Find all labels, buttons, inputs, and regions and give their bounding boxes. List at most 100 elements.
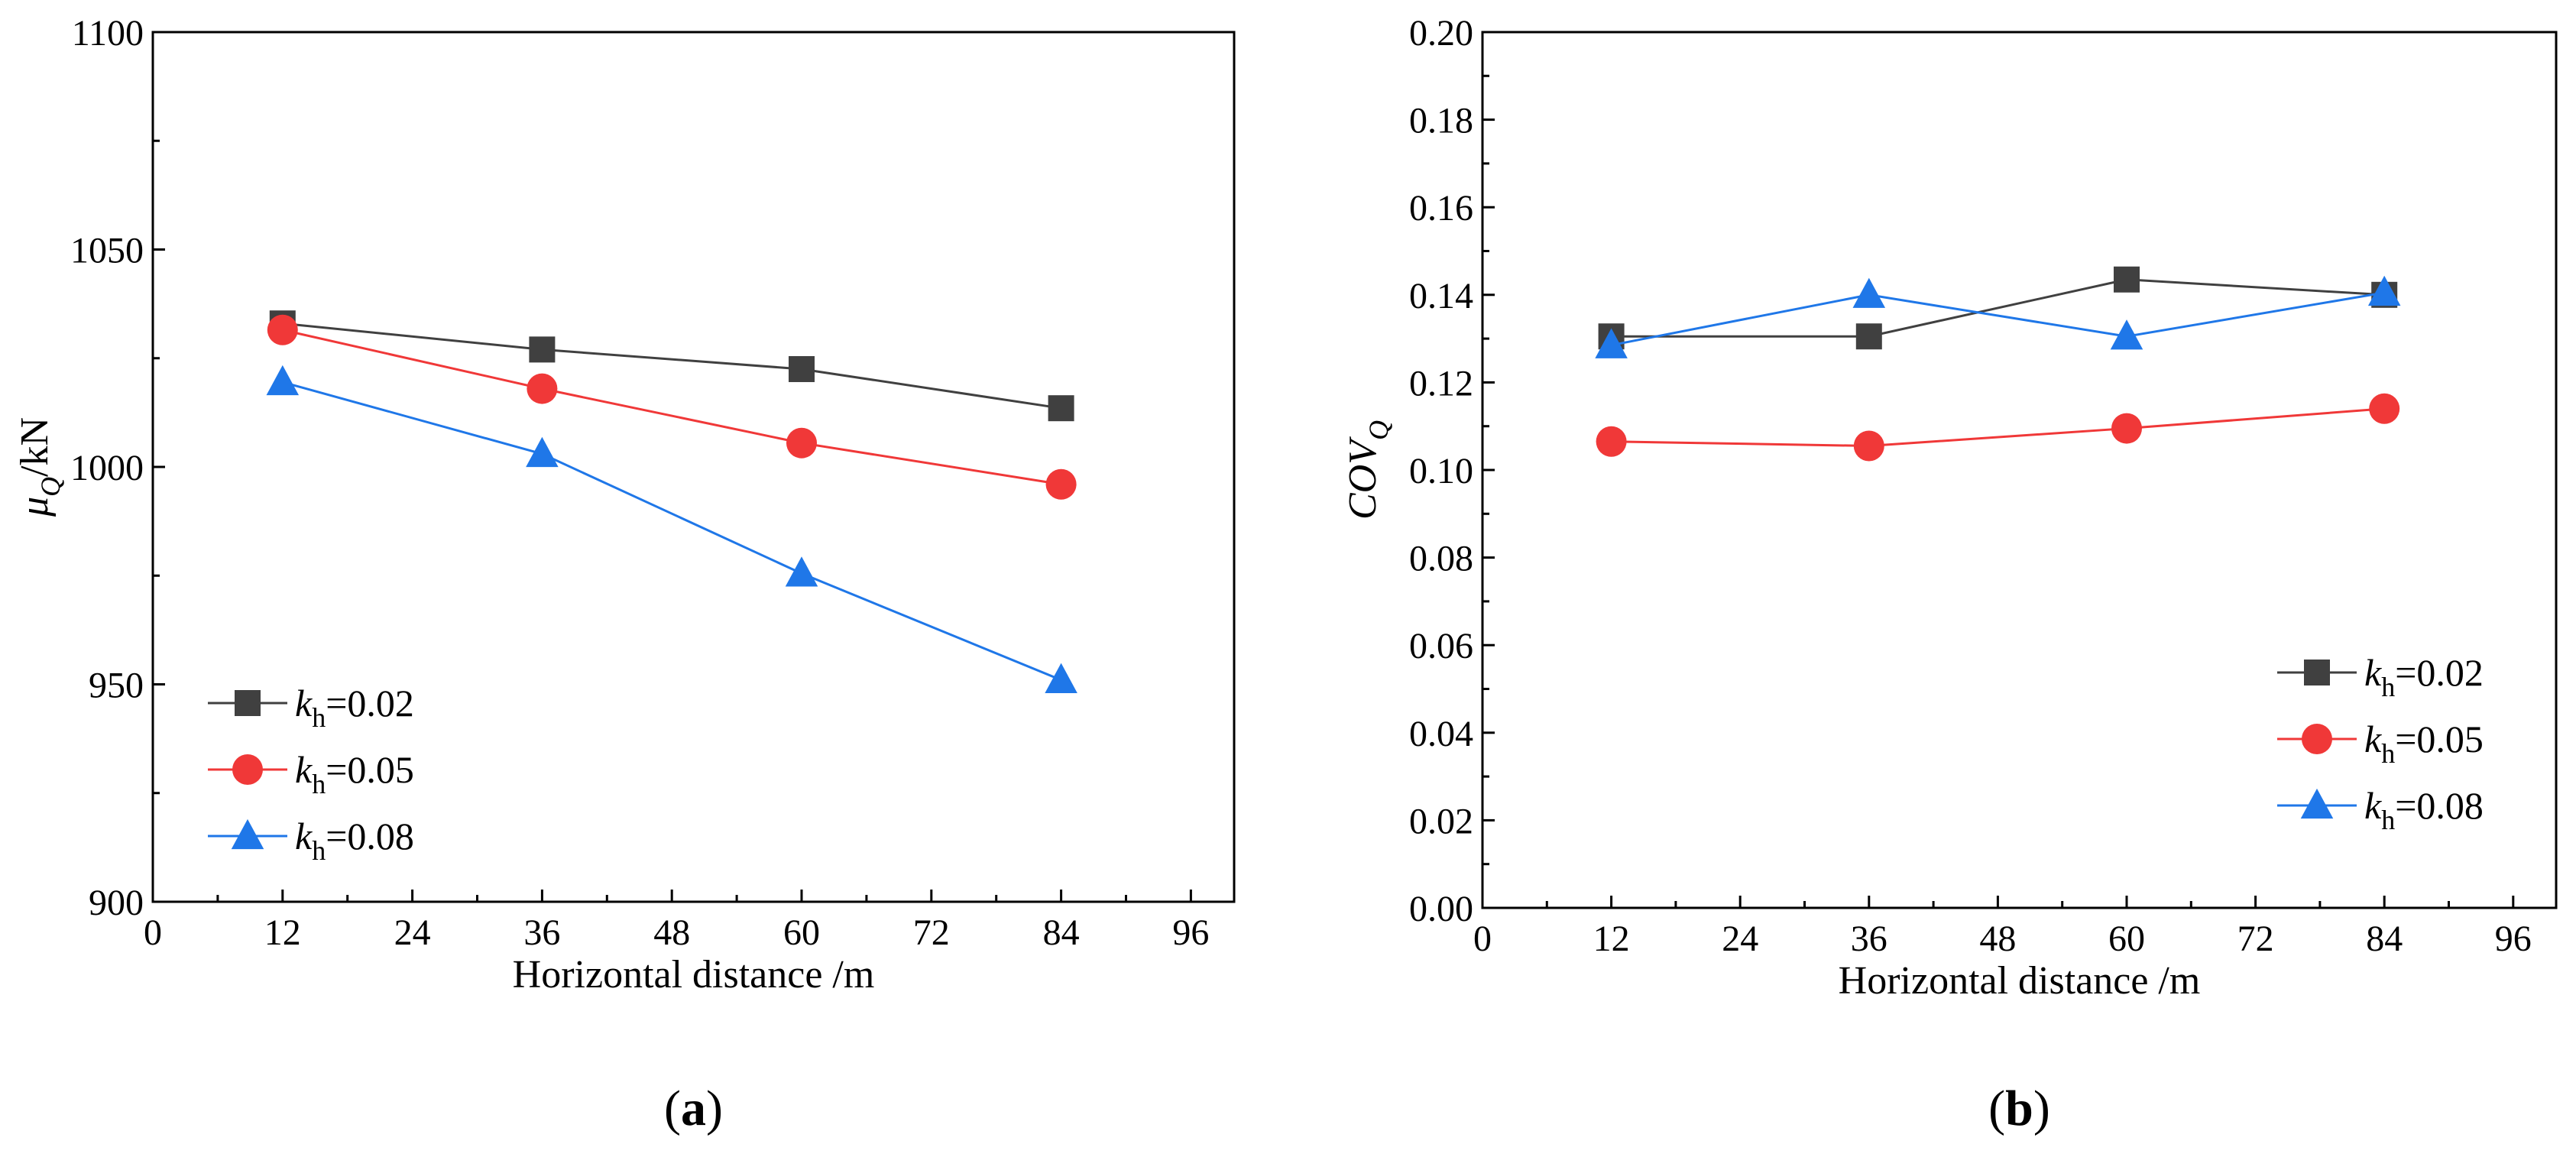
x-tick-label: 72 — [913, 912, 950, 953]
y-axis-subscript: Q — [35, 477, 66, 497]
y-tick-label: 0.00 — [1409, 889, 1473, 929]
y-tick-label: 1100 — [72, 13, 144, 53]
data-point-series-2 — [2369, 393, 2400, 424]
y-axis-unit: /kN — [13, 417, 57, 477]
x-tick-label: 24 — [1722, 919, 1758, 959]
x-tick-label: 96 — [2495, 919, 2532, 959]
series-line-2 — [282, 329, 1061, 486]
legend-value: =0.05 — [2395, 718, 2484, 760]
legend-label-3: kh=0.08 — [2364, 784, 2484, 835]
legend-symbol: k — [2364, 784, 2382, 827]
x-tick-label: 84 — [1043, 912, 1080, 953]
y-tick-label: 950 — [89, 666, 144, 706]
x-tick-label: 72 — [2237, 919, 2274, 959]
data-point-series-1 — [1855, 323, 1882, 350]
series-line-1 — [282, 322, 1061, 410]
data-point-series-3 — [1852, 277, 1886, 308]
legend-marker-2 — [232, 754, 263, 785]
data-point-series-2 — [1853, 430, 1884, 462]
y-tick-label: 900 — [89, 883, 144, 923]
y-axis-subscript: Q — [1363, 420, 1394, 440]
y-tick-label: 0.12 — [1409, 363, 1473, 404]
x-tick-label: 60 — [2108, 919, 2145, 959]
data-point-series-2 — [2111, 413, 2142, 444]
y-axis-label: COVQ — [1341, 420, 1394, 520]
legend-subscript: h — [312, 769, 326, 799]
legend-marker-3 — [2300, 788, 2334, 819]
x-tick-label: 0 — [144, 912, 162, 953]
legend-label-1: kh=0.02 — [2364, 651, 2484, 702]
legend-marker-1 — [2304, 660, 2330, 685]
data-point-series-2 — [527, 373, 558, 404]
data-point-series-1 — [1048, 395, 1074, 422]
y-tick-label: 0.08 — [1409, 539, 1473, 579]
legend-subscript: h — [312, 702, 326, 733]
data-point-series-1 — [2114, 266, 2140, 293]
y-tick-label: 1050 — [70, 231, 144, 271]
data-point-series-3 — [266, 365, 300, 396]
panel-label-open-paren: ( — [1988, 1081, 2005, 1136]
y-tick-label: 0.20 — [1409, 13, 1473, 53]
series-line-3 — [282, 381, 1062, 682]
legend-subscript: h — [2381, 738, 2395, 769]
data-point-series-2 — [1596, 426, 1627, 457]
panel-label-letter: a — [681, 1081, 706, 1136]
legend-value: =0.02 — [326, 682, 414, 724]
data-point-series-3 — [2110, 319, 2143, 350]
panel-label-open-paren: ( — [664, 1081, 681, 1136]
y-tick-label: 0.10 — [1409, 451, 1473, 491]
legend-label-3: kh=0.08 — [295, 815, 414, 866]
x-axis-label: Horizontal distance /m — [513, 953, 875, 997]
legend-label-2: kh=0.05 — [2364, 718, 2484, 769]
legend-value: =0.08 — [2395, 784, 2484, 827]
x-tick-label: 84 — [2366, 919, 2403, 959]
x-tick-label: 12 — [264, 912, 301, 953]
y-axis-symbol: COV — [1341, 436, 1385, 520]
panel-label-letter: b — [2005, 1081, 2033, 1136]
y-tick-label: 0.18 — [1409, 101, 1473, 141]
legend-label-2: kh=0.05 — [295, 748, 414, 799]
y-tick-label: 0.16 — [1409, 188, 1473, 228]
data-point-series-1 — [529, 336, 556, 363]
chart-panel-a: 0 12 24 36 48 60 72 84 96 900 950 1000 1050 1100 Horiz… — [13, 13, 1236, 1136]
y-tick-label: 0.02 — [1409, 801, 1473, 841]
panel-label-close-paren: ) — [706, 1081, 723, 1136]
legend-symbol: k — [295, 748, 313, 791]
data-point-series-3 — [1595, 328, 1628, 358]
legend-symbol: k — [295, 815, 313, 857]
y-tick-label: 1000 — [70, 448, 144, 488]
x-tick-label: 0 — [1473, 919, 1492, 959]
data-point-series-1 — [789, 355, 815, 382]
y-axis-symbol: μ — [13, 497, 57, 517]
y-tick-label: 0.04 — [1409, 714, 1473, 754]
plot-frame — [1481, 31, 2558, 909]
x-tick-label: 60 — [783, 912, 820, 953]
x-tick-label: 48 — [653, 912, 690, 953]
legend-value: =0.02 — [2395, 651, 2484, 694]
data-point-series-2 — [1045, 468, 1077, 500]
x-tick-label: 24 — [394, 912, 431, 953]
panel-label: (a) — [664, 1081, 723, 1136]
data-point-series-3 — [2367, 275, 2401, 306]
legend-marker-1 — [235, 690, 261, 716]
legend-value: =0.08 — [326, 815, 414, 857]
series-line-2 — [1611, 407, 2385, 447]
x-tick-label: 96 — [1172, 912, 1209, 953]
panel-label: (b) — [1988, 1081, 2050, 1136]
panel-label-close-paren: ) — [2033, 1081, 2050, 1136]
legend-subscript: h — [2381, 672, 2395, 702]
data-point-series-2 — [267, 314, 298, 345]
x-tick-label: 48 — [1979, 919, 2016, 959]
legend-symbol: k — [295, 682, 313, 724]
series-line-1 — [1611, 278, 2385, 338]
x-tick-label: 36 — [523, 912, 560, 953]
chart-panel-b: 0 12 24 36 48 60 72 84 96 0.00 0.02 0.04 0.06 0.08 0.1… — [1341, 13, 2558, 1136]
data-point-series-3 — [1045, 663, 1077, 693]
legend-marker-2 — [2302, 724, 2332, 754]
y-tick-label: 0.06 — [1409, 626, 1473, 666]
legend-subscript: h — [2381, 805, 2395, 835]
x-axis-label: Horizontal distance /m — [1839, 959, 2201, 1003]
data-point-series-2 — [786, 427, 817, 459]
legend-marker-3 — [231, 818, 264, 850]
